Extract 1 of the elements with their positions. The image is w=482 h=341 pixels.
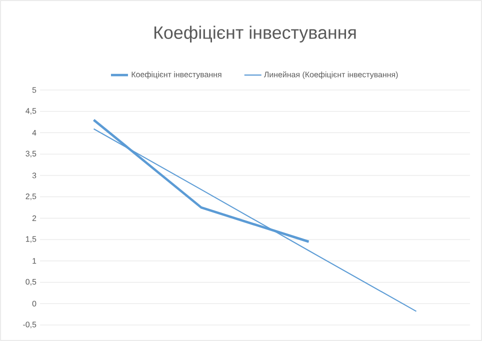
chart-title: Коефіцієнт інвестування bbox=[154, 26, 356, 43]
